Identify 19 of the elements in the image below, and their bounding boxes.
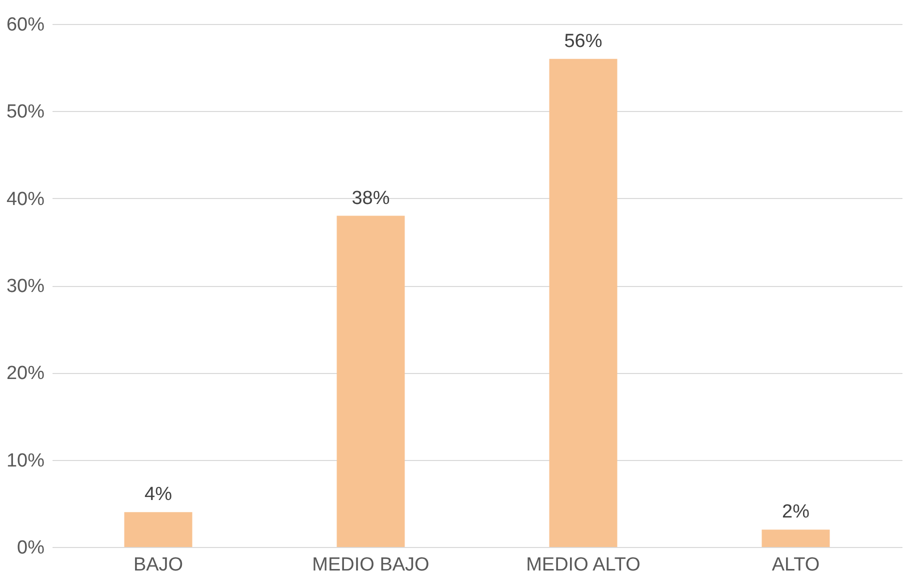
x-tick-label: BAJO bbox=[133, 554, 184, 576]
y-tick-label: 40% bbox=[6, 188, 45, 210]
bar bbox=[549, 58, 618, 547]
x-tick-label: MEDIO ALTO bbox=[526, 554, 640, 576]
bar bbox=[762, 530, 830, 547]
data-label: 2% bbox=[782, 502, 810, 523]
y-tick-label: 20% bbox=[6, 363, 45, 384]
y-tick-label: 60% bbox=[6, 14, 45, 36]
y-tick-label: 50% bbox=[6, 102, 45, 123]
data-label: 38% bbox=[352, 188, 390, 209]
bar bbox=[124, 512, 192, 547]
x-tick-label: ALTO bbox=[772, 554, 820, 576]
y-tick-label: 30% bbox=[6, 276, 45, 297]
bar bbox=[336, 216, 405, 547]
data-label: 56% bbox=[564, 30, 602, 52]
x-tick-label: MEDIO BAJO bbox=[312, 554, 430, 576]
y-tick-label: 0% bbox=[17, 538, 45, 558]
y-tick-label: 10% bbox=[6, 450, 45, 472]
data-label: 4% bbox=[144, 484, 172, 506]
